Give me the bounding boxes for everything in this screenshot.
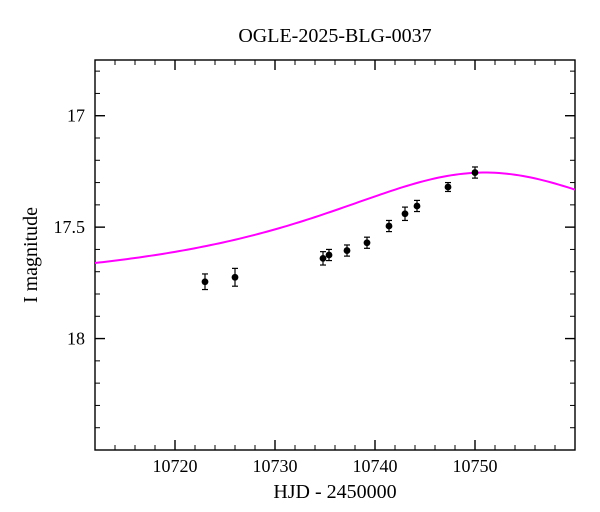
data-point [364,239,371,246]
y-tick-label: 18 [67,329,85,349]
x-tick-label: 10730 [253,456,298,476]
light-curve-chart: 10720 10730 10740 10750 17 17.5 18 OGLE-2025-… [0,0,600,512]
data-point [386,223,393,230]
chart-title: OGLE-2025-BLG-0037 [238,25,431,47]
data-point [326,252,333,259]
data-point [320,255,327,262]
x-tick-label: 10740 [353,456,398,476]
x-tick-label: 10720 [153,456,198,476]
chart-background [0,0,600,512]
data-point [472,169,479,176]
data-point [445,184,452,191]
y-tick-label: 17.5 [54,217,86,237]
x-tick-label: 10750 [453,456,498,476]
data-point [414,203,421,210]
x-axis-label: HJD - 2450000 [273,481,396,503]
y-axis-label: I magnitude [20,207,42,303]
y-tick-label: 17 [67,106,85,126]
data-point [202,278,209,285]
data-point [232,274,239,281]
data-point [344,247,351,254]
data-point [402,210,409,217]
